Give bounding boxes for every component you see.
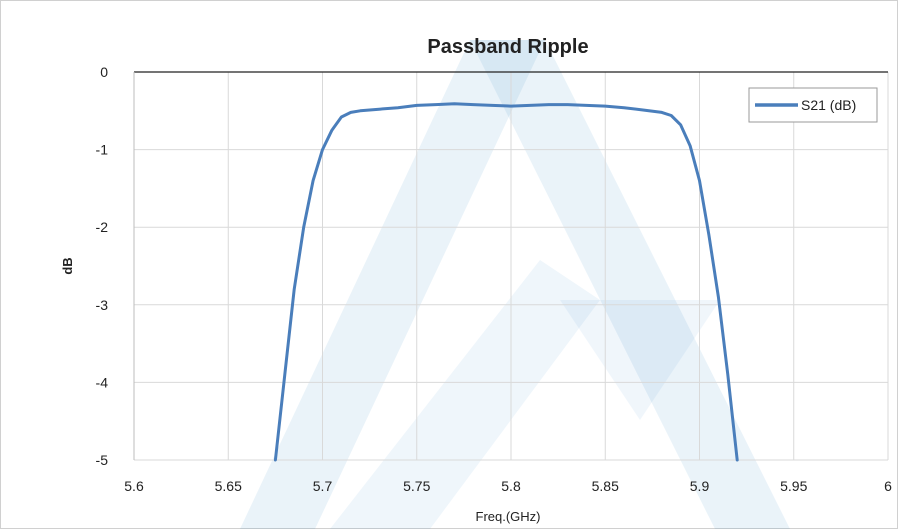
- x-tick-label: 5.9: [690, 478, 710, 494]
- axes: 5.6 5.65 5.7 5.75 5.8 5.85 5.9 5.95 6 0 -1 -2 -3 -4 -5: [96, 64, 893, 494]
- x-tick-label: 5.7: [313, 478, 333, 494]
- y-tick-label: -5: [96, 452, 109, 468]
- watermark-inner-bar: [330, 260, 600, 529]
- grid-lines: [133, 71, 889, 461]
- watermark-stroke-left: [240, 40, 545, 529]
- watermark-stroke-right: [470, 40, 790, 529]
- x-tick-label: 6: [884, 478, 892, 494]
- x-tick-label: 5.95: [780, 478, 807, 494]
- legend-label: S21 (dB): [801, 97, 856, 113]
- y-tick-label: -1: [96, 142, 109, 158]
- x-tick-label: 5.8: [501, 478, 521, 494]
- chart-title: Passband Ripple: [427, 36, 588, 58]
- y-tick-label: -3: [96, 297, 109, 313]
- x-tick-label: 5.85: [592, 478, 619, 494]
- legend: S21 (dB): [748, 87, 878, 123]
- y-tick-label: 0: [100, 64, 108, 80]
- x-tick-label: 5.6: [124, 478, 144, 494]
- watermark-inner-triangle: [560, 300, 720, 420]
- y-tick-label: -4: [96, 374, 109, 390]
- x-tick-label: 5.75: [403, 478, 430, 494]
- y-tick-label: -2: [96, 219, 109, 235]
- y-axis-label: dB: [60, 257, 75, 274]
- x-axis-label: Freq.(GHz): [476, 509, 541, 524]
- watermark-logo: [240, 40, 790, 529]
- series-layer: [273, 102, 739, 462]
- x-tick-label: 5.65: [215, 478, 242, 494]
- series-line-s21: [273, 102, 739, 462]
